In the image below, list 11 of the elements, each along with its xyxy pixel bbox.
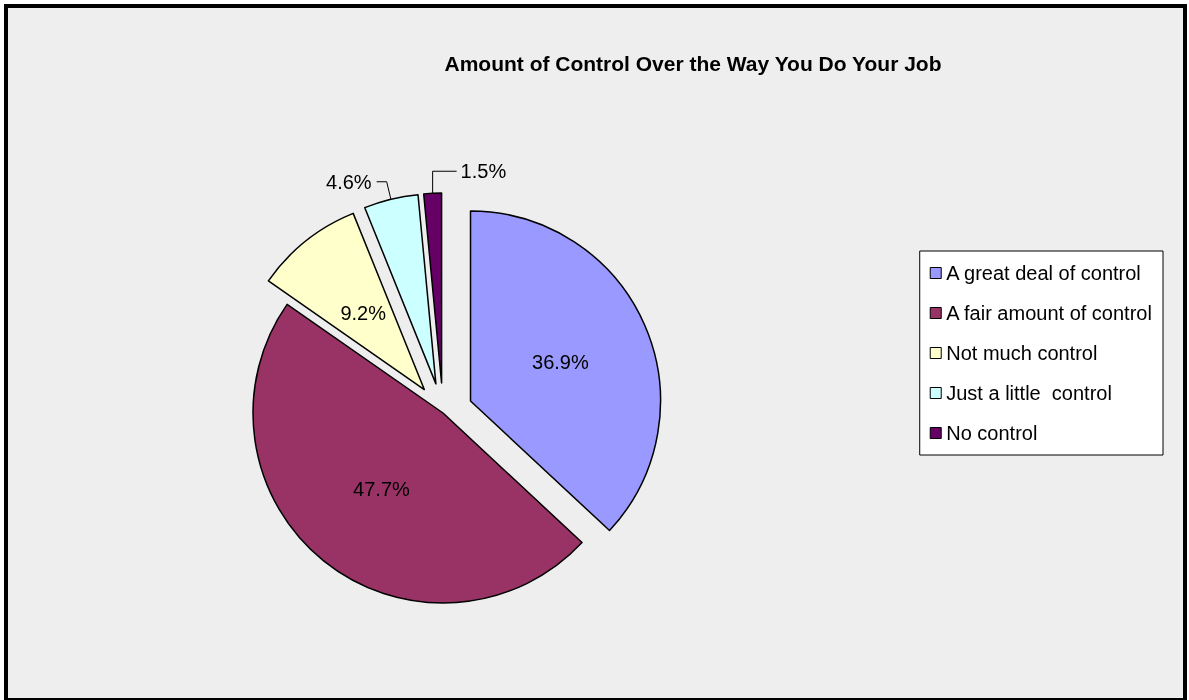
data-label: 36.9% xyxy=(532,350,589,373)
legend-label: A great deal of control xyxy=(946,262,1141,284)
chart-title: Amount of Control Over the Way You Do Your Job xyxy=(444,52,942,75)
legend-label: Just a little control xyxy=(946,382,1112,404)
data-label: 4.6% xyxy=(326,170,372,193)
legend-label: A fair amount of control xyxy=(946,302,1152,324)
data-label: 1.5% xyxy=(460,160,507,183)
legend-label: No control xyxy=(946,422,1038,444)
legend-label: Not much control xyxy=(946,342,1098,364)
data-label: 9.2% xyxy=(340,301,387,324)
data-label: 47.7% xyxy=(353,478,410,501)
